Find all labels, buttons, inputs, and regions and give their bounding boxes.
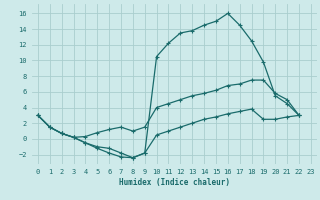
- X-axis label: Humidex (Indice chaleur): Humidex (Indice chaleur): [119, 178, 230, 187]
